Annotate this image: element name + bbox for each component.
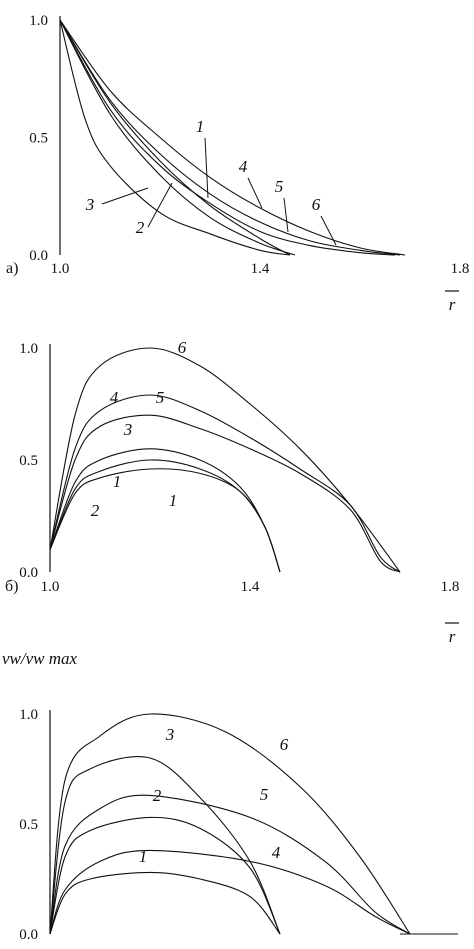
series-label-2: 2 (153, 786, 162, 805)
panel-label: б) (5, 578, 18, 595)
label-leader-line (320, 215, 337, 246)
series-label-1: 1 (139, 847, 148, 866)
x-tick-label: 1.4 (241, 579, 260, 595)
x-tick-label: 1.0 (51, 261, 70, 277)
series-line-2 (59, 19, 296, 256)
series-label-4: 4 (110, 388, 119, 407)
y-tick-label: 0.0 (29, 248, 48, 264)
series-line-1 (59, 19, 291, 256)
series-line-4 (59, 19, 406, 256)
series-line-2 (49, 459, 281, 573)
label-leader-line (147, 182, 173, 228)
panel-label: а) (6, 260, 18, 277)
y-tick-label: 1.0 (29, 13, 48, 29)
series-line-1 (49, 871, 281, 935)
series-label-6: 6 (178, 338, 187, 357)
x-tick-label: 1.8 (441, 579, 460, 595)
series-label-3: 3 (85, 195, 95, 214)
series-line-6 (59, 19, 396, 256)
series-label-1: 1 (169, 491, 178, 510)
series-label-6: 6 (280, 735, 289, 754)
label-leader-line (283, 197, 289, 233)
series-line-5 (49, 394, 401, 573)
series-label-1: 1 (113, 472, 122, 491)
series-label-3: 3 (165, 725, 175, 744)
x-axis-label: r (449, 627, 456, 646)
y-tick-label: 0.5 (19, 817, 38, 833)
series-line-3 (49, 448, 281, 573)
series-label-4: 4 (239, 157, 248, 176)
series-label-6: 6 (312, 195, 321, 214)
series-line-3 (49, 756, 281, 935)
series-line-3 (59, 19, 291, 256)
x-tick-label: 1.4 (251, 261, 270, 277)
series-line-4 (49, 414, 401, 573)
series-line-5 (59, 19, 401, 256)
series-label-5: 5 (156, 388, 165, 407)
y-axis-label: vw/vw max (2, 649, 78, 668)
x-tick-label: 1.8 (451, 261, 470, 277)
y-tick-label: 0.0 (19, 565, 38, 581)
label-leader-line (247, 177, 263, 209)
x-tick-label: 1.0 (41, 579, 60, 595)
label-leader-line (101, 187, 149, 205)
y-tick-label: 0.5 (29, 131, 48, 147)
series-line-5 (49, 794, 411, 935)
y-tick-label: 1.0 (19, 341, 38, 357)
series-line-6 (49, 713, 411, 935)
label-leader-line (204, 137, 209, 199)
series-line-6 (49, 347, 401, 573)
series-label-1: 1 (196, 117, 205, 136)
y-tick-label: 0.0 (19, 927, 38, 943)
series-line-4 (49, 849, 411, 935)
series-label-5: 5 (260, 785, 269, 804)
x-axis-label: r (449, 295, 456, 314)
series-label-2: 2 (136, 218, 145, 237)
series-label-3: 3 (123, 420, 133, 439)
series-label-5: 5 (275, 177, 284, 196)
series-line-2 (49, 816, 281, 935)
y-tick-label: 0.5 (19, 453, 38, 469)
series-line-1 (49, 468, 281, 573)
series-label-4: 4 (272, 843, 281, 862)
series-label-2: 2 (91, 501, 100, 520)
y-tick-label: 1.0 (19, 707, 38, 723)
